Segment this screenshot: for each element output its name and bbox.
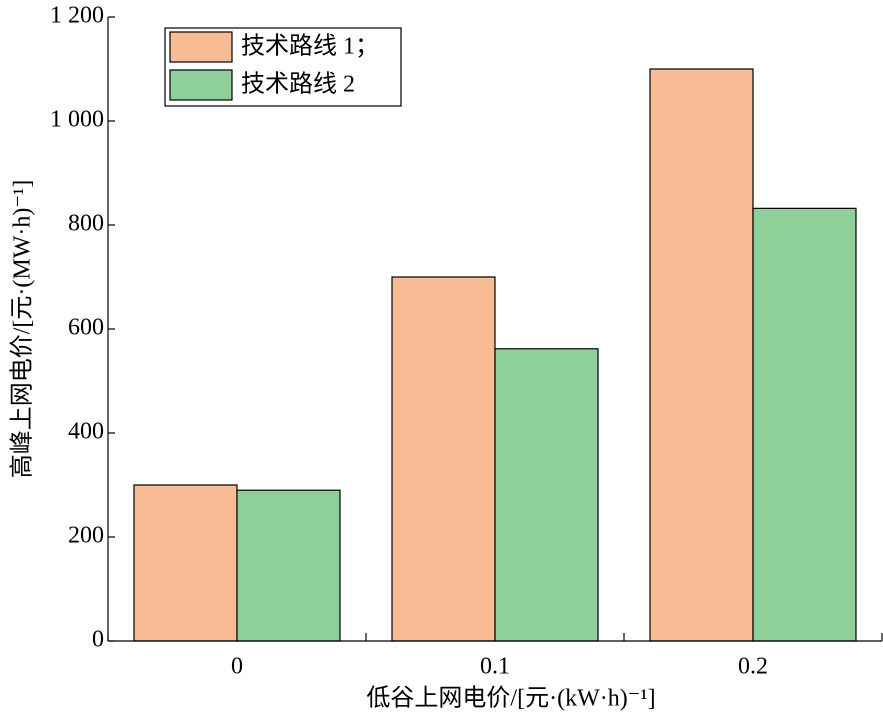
x-tick-label: 0.2 [738,654,768,680]
y-tick-label: 800 [68,211,104,237]
x-tick-label: 0 [231,654,243,680]
bar [494,348,599,642]
y-tick-label: 400 [68,419,104,445]
x-tick-label: 0.1 [480,654,510,680]
legend-label: 技术路线 1； [241,33,379,60]
y-tick-label: 600 [68,315,104,341]
legend-label: 技术路线 2 [241,71,355,98]
bar [133,484,238,642]
bar [391,276,496,642]
bar [752,207,857,642]
y-tick-label: 1 200 [50,3,104,29]
y-tick-label: 1 000 [50,107,104,133]
x-axis-label: 低谷上网电价/[元·(kW·h)⁻¹] [366,685,655,712]
y-axis-label: 高峰上网电价/[元·(MW·h)⁻¹] [9,180,36,478]
y-tick-label: 200 [68,523,104,549]
bar [236,489,341,642]
y-tick-label: 0 [92,627,104,653]
bar [649,68,754,642]
legend-swatch [169,31,233,63]
legend-swatch [169,69,233,101]
